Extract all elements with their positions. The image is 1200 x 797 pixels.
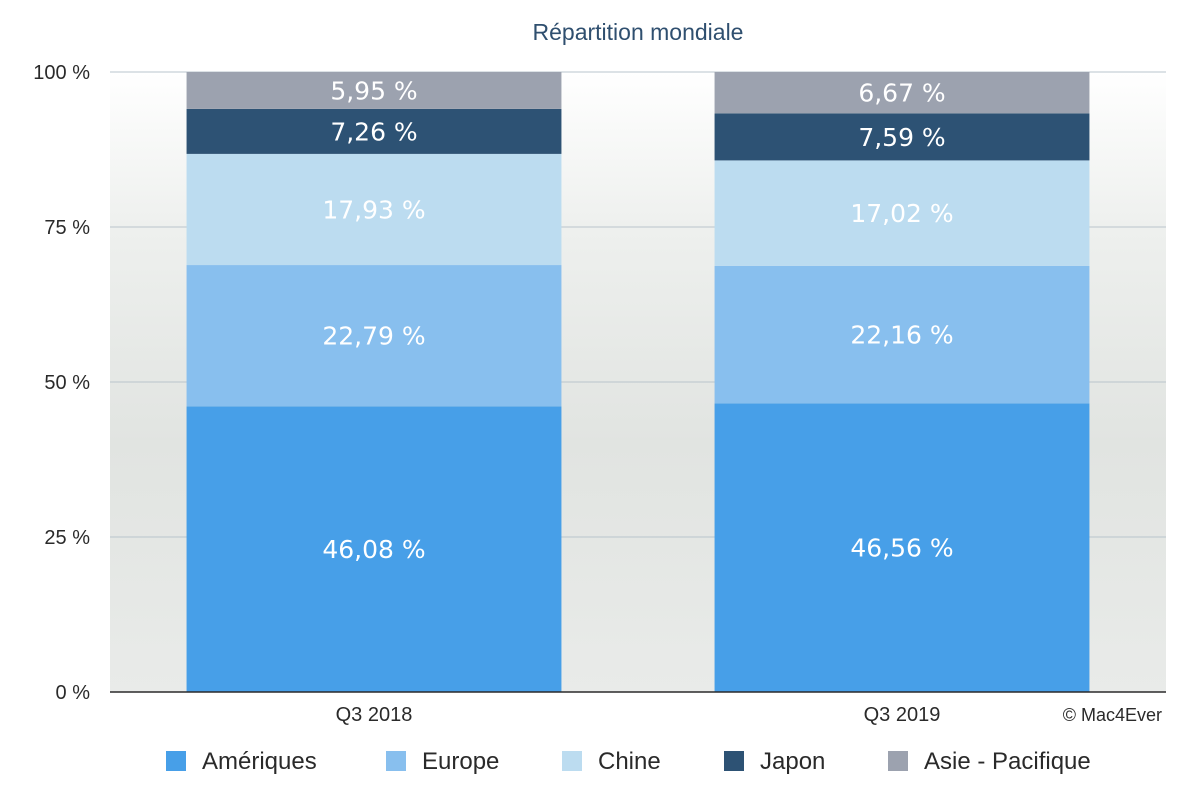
- bar-segment: [186, 108, 562, 154]
- y-axis: 0 % 25 % 50 % 75 % 100 %: [33, 62, 90, 704]
- x-tick-label: Q3 2018: [336, 704, 413, 726]
- credit-text: © Mac4Ever: [1063, 705, 1162, 725]
- legend-swatch: [888, 751, 908, 771]
- x-tick-label: Q3 2019: [864, 704, 941, 726]
- legend-label: Asie - Pacifique: [924, 748, 1091, 775]
- legend-label: Europe: [422, 748, 499, 775]
- bar-segment: [714, 72, 1090, 114]
- data-labels: 46,08 % 22,79 % 17,93 % 7,26 % 5,95 % 46,56 %…: [322, 76, 953, 564]
- y-tick-label: 75 %: [44, 217, 90, 239]
- data-label: 22,79 %: [322, 322, 425, 351]
- bar-segment: [186, 72, 562, 109]
- y-tick-label: 50 %: [44, 372, 90, 394]
- legend: Amériques Europe Chine Japon Asie - Pacifiqu…: [166, 748, 1091, 775]
- legend-label: Chine: [598, 748, 661, 775]
- bar-segment: [714, 113, 1090, 161]
- data-label: 22,16 %: [850, 321, 953, 350]
- bars: [186, 72, 1090, 692]
- data-label: 7,59 %: [858, 123, 945, 152]
- bar-segment: [186, 265, 562, 407]
- legend-swatch: [724, 751, 744, 771]
- data-label: 17,02 %: [850, 199, 953, 228]
- y-tick-label: 25 %: [44, 527, 90, 549]
- data-label: 17,93 %: [322, 195, 425, 224]
- legend-label: Amériques: [202, 748, 317, 775]
- legend-swatch: [562, 751, 582, 771]
- legend-label: Japon: [760, 748, 825, 775]
- chart-title: Répartition mondiale: [533, 19, 744, 45]
- bar-segment: [714, 160, 1090, 266]
- data-label: 7,26 %: [330, 117, 417, 146]
- data-label: 5,95 %: [330, 76, 417, 105]
- y-tick-label: 0 %: [56, 682, 91, 704]
- y-tick-label: 100 %: [33, 62, 90, 84]
- bar-segment: [714, 265, 1090, 404]
- data-label: 6,67 %: [858, 79, 945, 108]
- data-label: 46,08 %: [322, 535, 425, 564]
- bar-segment: [714, 403, 1090, 692]
- data-label: 46,56 %: [850, 534, 953, 563]
- x-axis: Q3 2018 Q3 2019: [336, 704, 941, 726]
- legend-swatch: [386, 751, 406, 771]
- bar-segment: [186, 406, 562, 692]
- bar-segment: [186, 153, 562, 266]
- legend-swatch: [166, 751, 186, 771]
